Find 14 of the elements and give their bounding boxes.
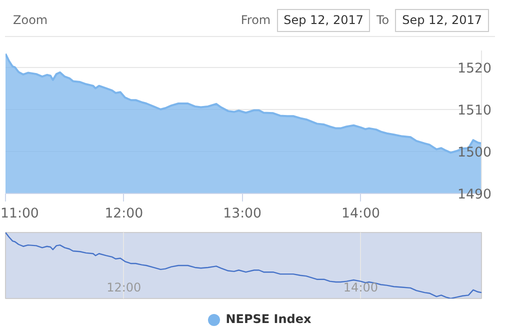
text: From bbox=[240, 12, 271, 27]
text: Zoom bbox=[13, 12, 48, 29]
x-tick-label: 13:00 bbox=[223, 206, 262, 222]
x-tick-label: 12:00 bbox=[106, 280, 142, 294]
x-tick-label: 14:00 bbox=[342, 206, 380, 222]
x-tick-label: 12:00 bbox=[104, 206, 144, 222]
x-tick-label: 14:00 bbox=[343, 280, 378, 294]
x-tick-label: 11:00 bbox=[0, 206, 39, 222]
text: Sep 12, 2017 bbox=[395, 8, 489, 32]
y-tick-label: 1510 bbox=[458, 103, 492, 118]
text: Sep 12, 2017 bbox=[276, 8, 370, 32]
text: To bbox=[376, 12, 390, 27]
y-tick-label: 1520 bbox=[458, 61, 492, 76]
legend-label: NEPSE Index bbox=[224, 311, 312, 328]
